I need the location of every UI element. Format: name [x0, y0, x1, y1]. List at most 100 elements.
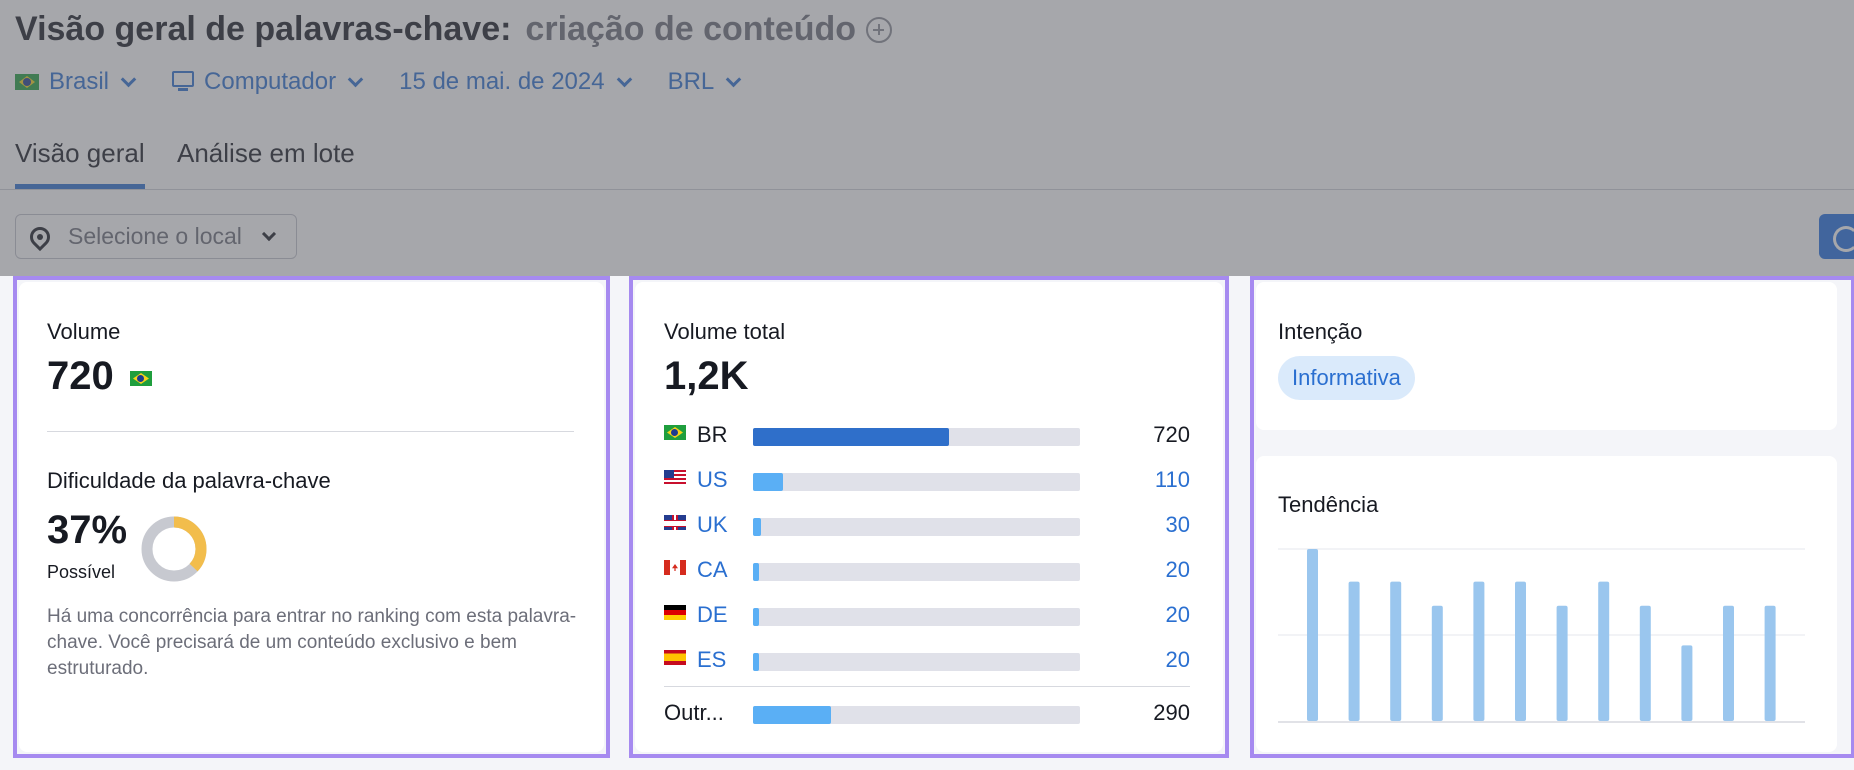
tab-batch-analysis[interactable]: Análise em lote [177, 138, 355, 168]
country-bar-track [753, 518, 1080, 536]
country-code[interactable]: DE [697, 602, 728, 627]
date-filter[interactable]: 15 de mai. de 2024 [399, 68, 632, 96]
location-select-placeholder: Selecione o local [68, 223, 242, 249]
global-volume-value: 1,2K [664, 354, 749, 398]
tab-bar: Visão geral Análise em lote [0, 138, 1854, 190]
global-volume-card [635, 282, 1223, 752]
others-bar-track [753, 706, 1080, 724]
flag-ca-icon [664, 560, 686, 575]
chevron-down-icon [120, 71, 137, 87]
others-bar-fill [753, 706, 831, 724]
difficulty-level: Possível [47, 562, 116, 582]
others-value: 290 [1153, 700, 1190, 725]
flag-us-icon [664, 470, 686, 485]
chevron-down-icon [347, 71, 364, 87]
country-value[interactable]: 20 [1165, 557, 1190, 582]
chevron-down-icon [616, 71, 632, 87]
country-value[interactable]: 30 [1165, 512, 1190, 537]
page-title: Visão geral de palavras-chave: criação d… [15, 10, 893, 49]
country-bar-fill [753, 563, 759, 581]
trend-bar[interactable] [1764, 605, 1776, 721]
country-bar-track [753, 428, 1080, 446]
trend-bar[interactable] [1723, 605, 1734, 721]
filters-bar: Brasil Computador 15 de mai. de 2024 BRL [15, 66, 777, 98]
volume-card [19, 282, 604, 752]
keyword-text: criação de conteúdo [525, 10, 857, 48]
trend-bar[interactable] [1556, 605, 1568, 721]
country-code[interactable]: ES [697, 647, 727, 672]
volume-value: 720 [47, 354, 114, 398]
flag-es-icon [664, 650, 686, 665]
add-keyword-icon[interactable] [866, 16, 893, 43]
country-value[interactable]: 110 [1154, 467, 1190, 492]
intent-trend-highlight [1250, 276, 1854, 758]
flag-uk-icon [664, 515, 686, 530]
country-row-es: ES 20 [664, 647, 1190, 673]
device-filter[interactable]: Computador [172, 68, 364, 96]
volume-card-highlight [13, 276, 610, 758]
trend-chart [1278, 548, 1805, 723]
flag-de-icon [664, 605, 686, 620]
country-row-ca: CA 20 [664, 557, 1190, 583]
tab-overview[interactable]: Visão geral [15, 138, 145, 189]
country-bar-track [753, 608, 1080, 626]
country-row-us: US 110 [664, 467, 1190, 493]
country-value[interactable]: 20 [1165, 647, 1190, 672]
trend-bar[interactable] [1598, 581, 1610, 721]
global-volume-label: Volume total [664, 319, 786, 344]
trend-bar[interactable] [1390, 581, 1402, 721]
global-volume-card-highlight [629, 276, 1229, 758]
country-bar-track [753, 473, 1080, 491]
flag-br-icon [15, 74, 39, 90]
country-bar-fill [753, 428, 949, 446]
difficulty-value: 37% [47, 508, 128, 552]
country-code: BR [697, 422, 728, 447]
page-title-text: Visão geral de palavras-chave: [15, 10, 512, 48]
country-bar-fill [753, 518, 761, 536]
trend-bar[interactable] [1348, 581, 1360, 721]
trend-label: Tendência [1278, 492, 1379, 517]
country-filter[interactable]: Brasil [15, 68, 137, 96]
country-code[interactable]: US [697, 467, 728, 492]
difficulty-label: Dificuldade da palavra-chave [47, 468, 331, 493]
others-row: Outr... 290 [664, 700, 1190, 726]
country-bar-track [753, 653, 1080, 671]
trend-bar[interactable] [1681, 645, 1693, 721]
difficulty-arc [141, 516, 207, 582]
trend-bar[interactable] [1431, 605, 1443, 721]
trend-bar[interactable] [1639, 605, 1651, 721]
country-filter-label: Brasil [49, 68, 110, 95]
country-code[interactable]: UK [697, 512, 728, 537]
location-pin-icon [25, 222, 55, 251]
country-row-uk: UK 30 [664, 512, 1190, 538]
desktop-icon [172, 71, 195, 91]
trend-bar[interactable] [1307, 549, 1318, 721]
country-row-de: DE 20 [664, 602, 1190, 628]
location-select[interactable]: Selecione o local [15, 214, 297, 259]
flag-br-icon [664, 425, 686, 440]
refresh-button[interactable] [1819, 214, 1854, 259]
trend-bar[interactable] [1515, 581, 1526, 721]
country-bar-fill [753, 653, 759, 671]
date-filter-label: 15 de mai. de 2024 [399, 68, 605, 95]
report-header: Visão geral de palavras-chave: criação d… [0, 0, 1854, 276]
country-bar-fill [753, 473, 783, 491]
volume-label: Volume [47, 319, 121, 344]
others-label: Outr... [664, 700, 724, 725]
country-bar-track [753, 563, 1080, 581]
currency-filter-label: BRL [667, 68, 715, 95]
chevron-down-icon [261, 226, 276, 241]
currency-filter[interactable]: BRL [667, 68, 742, 96]
intent-label: Intenção [1278, 319, 1363, 344]
country-bar-fill [753, 608, 759, 626]
difficulty-donut [141, 516, 207, 582]
difficulty-description: Há uma concorrência para entrar no ranki… [47, 606, 577, 679]
flag-br-icon [130, 371, 152, 386]
country-divider [664, 686, 1190, 687]
country-value[interactable]: 20 [1165, 602, 1190, 627]
trend-bar[interactable] [1473, 581, 1485, 721]
intent-badge: Informativa [1278, 356, 1415, 400]
country-row-br: BR 720 [664, 422, 1190, 448]
volume-divider [47, 431, 574, 432]
country-code[interactable]: CA [697, 557, 728, 582]
